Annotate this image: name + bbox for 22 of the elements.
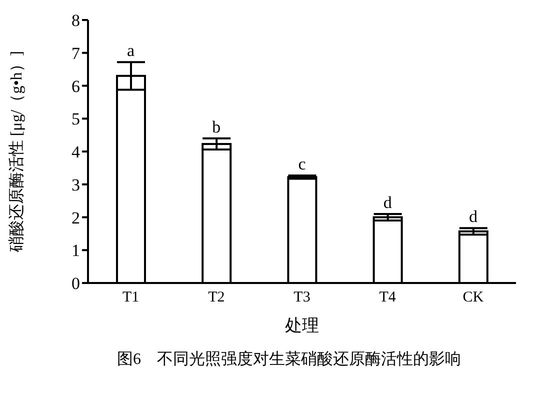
annotation: b — [212, 117, 221, 136]
y-tick-label: 6 — [72, 76, 80, 96]
annotation: d — [468, 207, 478, 226]
x-axis-title: 处理 — [285, 316, 319, 335]
y-tick-label: 2 — [72, 208, 80, 228]
annotation: d — [383, 192, 392, 212]
x-tick-label: CK — [462, 290, 484, 306]
x-tick-label: T1 — [122, 290, 140, 306]
x-tick-label: T2 — [208, 290, 225, 306]
y-axis-title: 硝酸还原酶活性 [μg/（g•h）] — [8, 50, 26, 254]
y-tick-label: 1 — [72, 241, 80, 260]
x-tick-label: T3 — [294, 290, 310, 306]
y-tick-label: 4 — [72, 142, 80, 162]
x-tick-label: T4 — [379, 290, 396, 306]
y-tick-label: 3 — [72, 175, 80, 194]
text: 图6 不同光照强度对生菜硝酸还原酶活性的影响 — [116, 350, 462, 370]
y-tick-label: 7 — [72, 44, 80, 63]
annotation: c — [298, 154, 306, 174]
annotation: a — [127, 41, 136, 60]
y-tick-label: 8 — [72, 11, 80, 30]
y-tick-label: 5 — [72, 110, 80, 129]
y-tick-label: 0 — [72, 274, 80, 294]
